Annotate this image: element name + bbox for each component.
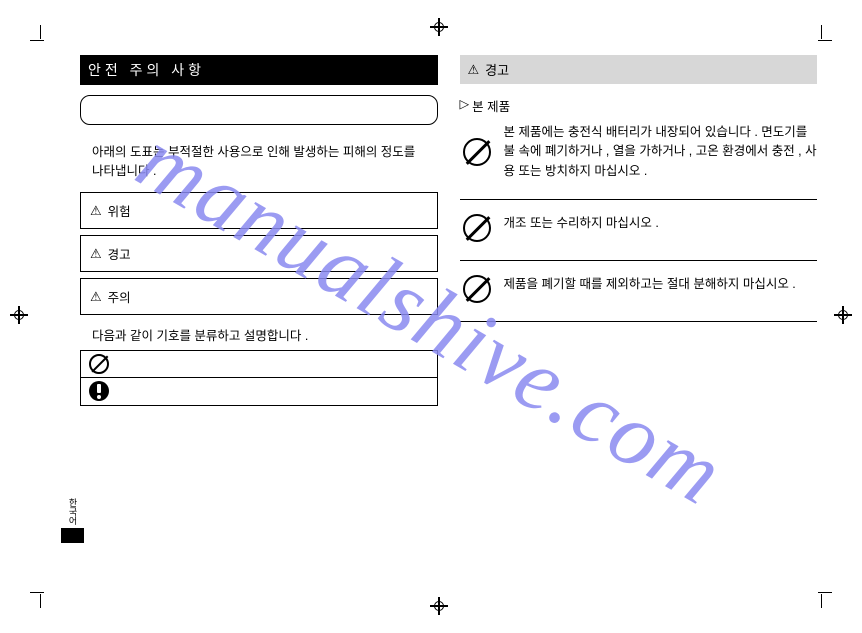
divider: [460, 199, 818, 200]
section-subtitle-text: 본 제품: [472, 96, 510, 115]
side-tab: 한국어: [68, 499, 78, 543]
intro-text: 아래의 도표는 부적절한 사용으로 인해 발생하는 피해의 정도를 나타냅니다 …: [92, 143, 430, 182]
warning-triangle-icon: ⚠: [90, 290, 102, 303]
prohibit-icon: [89, 354, 109, 374]
symbol-row-mandatory: [80, 378, 438, 406]
hazard-label: 경고: [108, 244, 131, 263]
warning-triangle-icon: ⚠: [468, 63, 480, 76]
hazard-level-warning: ⚠ 경고: [80, 235, 438, 272]
warning-item-3: 제품을 폐기할 때를 제외하고는 절대 분해하지 마십시오 .: [460, 271, 818, 317]
triangle-pointer-icon: ▷: [460, 96, 470, 111]
right-column: ⚠ 경고 ▷ 본 제품 본 제품에는 충전식 배터리가 내장되어 있습니다 . …: [460, 55, 818, 578]
left-column: 안전 주의 사항 아래의 도표는 부적절한 사용으로 인해 발생하는 피해의 정…: [80, 55, 438, 578]
divider: [460, 260, 818, 261]
symbol-row-prohibit: [80, 350, 438, 378]
prohibit-icon: [463, 214, 491, 242]
warning-item-1: 본 제품에는 충전식 배터리가 내장되어 있습니다 . 면도기를 불 속에 폐기…: [460, 119, 818, 195]
symbols-note: 다음과 같이 기호를 분류하고 설명합니다 .: [92, 325, 430, 344]
warning-banner-label: 경고: [485, 60, 509, 79]
empty-callout-box: [80, 95, 438, 125]
hazard-label: 위험: [108, 201, 131, 220]
warning-triangle-icon: ⚠: [90, 204, 102, 217]
safety-banner: 안전 주의 사항: [80, 55, 438, 85]
warning-text: 본 제품에는 충전식 배터리가 내장되어 있습니다 . 면도기를 불 속에 폐기…: [504, 123, 818, 181]
prohibit-icon: [463, 138, 491, 166]
prohibit-icon: [463, 275, 491, 303]
warning-text: 개조 또는 수리하지 마십시오 .: [504, 214, 818, 242]
hazard-level-danger: ⚠ 위험: [80, 192, 438, 229]
side-tab-language: 한국어: [68, 499, 78, 526]
warning-banner: ⚠ 경고: [460, 55, 818, 84]
warning-triangle-icon: ⚠: [90, 247, 102, 260]
section-subtitle: ▷ 본 제품: [460, 96, 818, 115]
page-content: 안전 주의 사항 아래의 도표는 부적절한 사용으로 인해 발생하는 피해의 정…: [80, 55, 817, 578]
warning-text: 제품을 폐기할 때를 제외하고는 절대 분해하지 마십시오 .: [504, 275, 818, 303]
divider: [460, 321, 818, 322]
mandatory-icon: [89, 381, 109, 401]
warning-item-2: 개조 또는 수리하지 마십시오 .: [460, 210, 818, 256]
side-tab-marker: [61, 528, 84, 543]
hazard-level-caution: ⚠ 주의: [80, 278, 438, 315]
hazard-label: 주의: [108, 287, 131, 306]
